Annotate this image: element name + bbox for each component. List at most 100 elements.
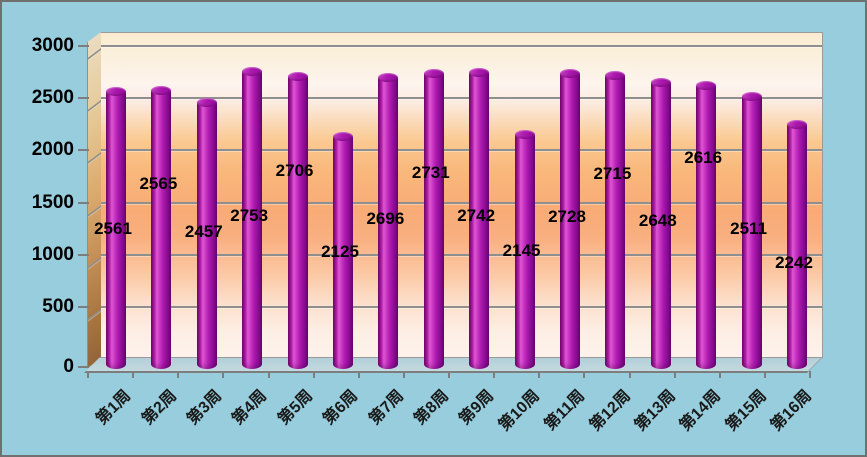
x-axis-tick-3 — [222, 371, 225, 378]
y-axis-label-3000: 3000 — [31, 35, 74, 56]
gridline-side-3000 — [88, 48, 101, 60]
x-axis-tick-9 — [493, 371, 496, 378]
gridline-side-500 — [88, 308, 101, 321]
bar-top-ellipse — [514, 130, 535, 140]
x-axis-tick-11 — [583, 371, 586, 378]
x-axis-label-第13周: 第13周 — [631, 387, 680, 435]
gridline-500 — [100, 305, 822, 308]
gridline-side-2000 — [88, 152, 101, 165]
x-axis-label-第9周: 第9周 — [456, 387, 498, 429]
data-label-第8周: 2731 — [411, 162, 450, 182]
data-label-第14周: 2616 — [684, 147, 723, 167]
bar-第12周[interactable] — [605, 70, 626, 369]
x-axis-tick-13 — [673, 371, 676, 378]
bar-第2周[interactable] — [151, 86, 172, 369]
y-axis-label-500: 500 — [42, 295, 74, 317]
y-axis-tick-1000 — [78, 253, 89, 256]
bar-top-ellipse — [196, 97, 217, 107]
gridline-3000 — [100, 45, 822, 47]
bar-第16周[interactable] — [787, 120, 807, 369]
x-axis-tick-5 — [312, 371, 315, 378]
y-axis-label-1500: 1500 — [31, 191, 74, 213]
x-axis-label-第6周: 第6周 — [320, 387, 362, 429]
x-axis-tick-6 — [357, 371, 360, 378]
data-label-第16周: 2242 — [775, 252, 813, 272]
data-label-第3周: 2457 — [184, 221, 223, 241]
bar-第4周[interactable] — [242, 66, 263, 369]
bar-top-ellipse — [560, 69, 580, 79]
x-axis-label-第15周: 第15周 — [722, 387, 770, 435]
bar-第6周[interactable] — [333, 132, 353, 369]
x-axis-tick-16 — [809, 371, 811, 378]
data-label-第6周: 2125 — [321, 241, 359, 261]
bar-第5周[interactable] — [287, 71, 308, 369]
bar-第10周[interactable] — [514, 130, 535, 369]
bar-top-ellipse — [469, 67, 490, 77]
data-label-第13周: 2648 — [638, 211, 677, 231]
x-axis-tick-4 — [267, 371, 270, 378]
bar-第14周[interactable] — [696, 81, 717, 369]
data-label-第15周: 2511 — [730, 218, 768, 238]
x-axis-tick-10 — [538, 371, 541, 378]
data-label-第10周: 2145 — [502, 240, 541, 260]
x-axis-tick-12 — [628, 371, 631, 378]
x-axis-tick-7 — [402, 371, 405, 378]
x-axis-tick-15 — [763, 371, 766, 378]
bar-top-ellipse — [106, 86, 126, 96]
x-axis-label-第10周: 第10周 — [495, 387, 543, 435]
y-axis-tick-500 — [78, 305, 89, 308]
x-axis-label-第7周: 第7周 — [365, 387, 407, 429]
bar-top-ellipse — [423, 69, 444, 79]
gridline-side-1000 — [88, 256, 101, 269]
y-axis-label-2500: 2500 — [31, 87, 74, 109]
bar-第1周[interactable] — [106, 86, 126, 369]
y-axis-label-2000: 2000 — [31, 139, 74, 161]
x-axis-label-第3周: 第3周 — [184, 387, 226, 429]
bar-top-ellipse — [151, 86, 172, 96]
data-label-第2周: 2565 — [139, 174, 178, 194]
x-axis-label-第11周: 第11周 — [541, 387, 589, 434]
x-axis-tick-0 — [87, 371, 89, 378]
data-label-第11周: 2728 — [548, 207, 586, 227]
bar-第15周[interactable] — [741, 92, 762, 369]
data-label-第12周: 2715 — [593, 163, 632, 183]
data-label-第7周: 2696 — [366, 208, 405, 228]
left-wall-3d — [87, 32, 101, 369]
gridline-side-2500 — [88, 100, 101, 112]
data-label-第4周: 2753 — [230, 205, 269, 225]
y-axis-tick-1500 — [78, 201, 89, 204]
y-axis-tick-3000 — [78, 45, 89, 47]
bar-第9周[interactable] — [469, 67, 490, 369]
bar-top-ellipse — [787, 120, 807, 130]
x-axis-label-第4周: 第4周 — [229, 387, 271, 429]
bar-第13周[interactable] — [650, 77, 671, 369]
y-axis-label-0: 0 — [63, 356, 74, 377]
x-axis-label-第8周: 第8周 — [411, 387, 453, 429]
gridline-2000 — [100, 149, 822, 152]
x-axis-label-第1周: 第1周 — [93, 387, 135, 429]
y-axis-tick-2000 — [78, 149, 89, 152]
y-axis-tick-0 — [78, 366, 89, 368]
bar-top-ellipse — [287, 71, 308, 81]
gridline-1000 — [100, 253, 822, 256]
x-axis-tick-1 — [132, 371, 135, 378]
bar-第8周[interactable] — [423, 69, 444, 369]
bar-第11周[interactable] — [560, 69, 580, 369]
bar-top-ellipse — [378, 72, 399, 82]
x-axis-label-第16周: 第16周 — [768, 387, 816, 435]
y-axis-tick-2500 — [78, 97, 89, 100]
bar-第3周[interactable] — [196, 97, 217, 369]
x-axis-label-第14周: 第14周 — [677, 387, 725, 435]
data-label-第1周: 2561 — [94, 218, 132, 238]
bar-top-ellipse — [741, 92, 762, 102]
x-axis-label-第12周: 第12周 — [586, 387, 634, 435]
y-axis-label-1000: 1000 — [31, 243, 74, 265]
bar-top-ellipse — [696, 81, 717, 91]
x-axis-label-第2周: 第2周 — [138, 387, 180, 429]
x-axis-tick-14 — [718, 371, 721, 378]
bar-top-ellipse — [333, 132, 353, 142]
bar-top-ellipse — [650, 77, 671, 87]
x-axis-tick-2 — [177, 371, 180, 378]
bar-第7周[interactable] — [378, 72, 399, 369]
